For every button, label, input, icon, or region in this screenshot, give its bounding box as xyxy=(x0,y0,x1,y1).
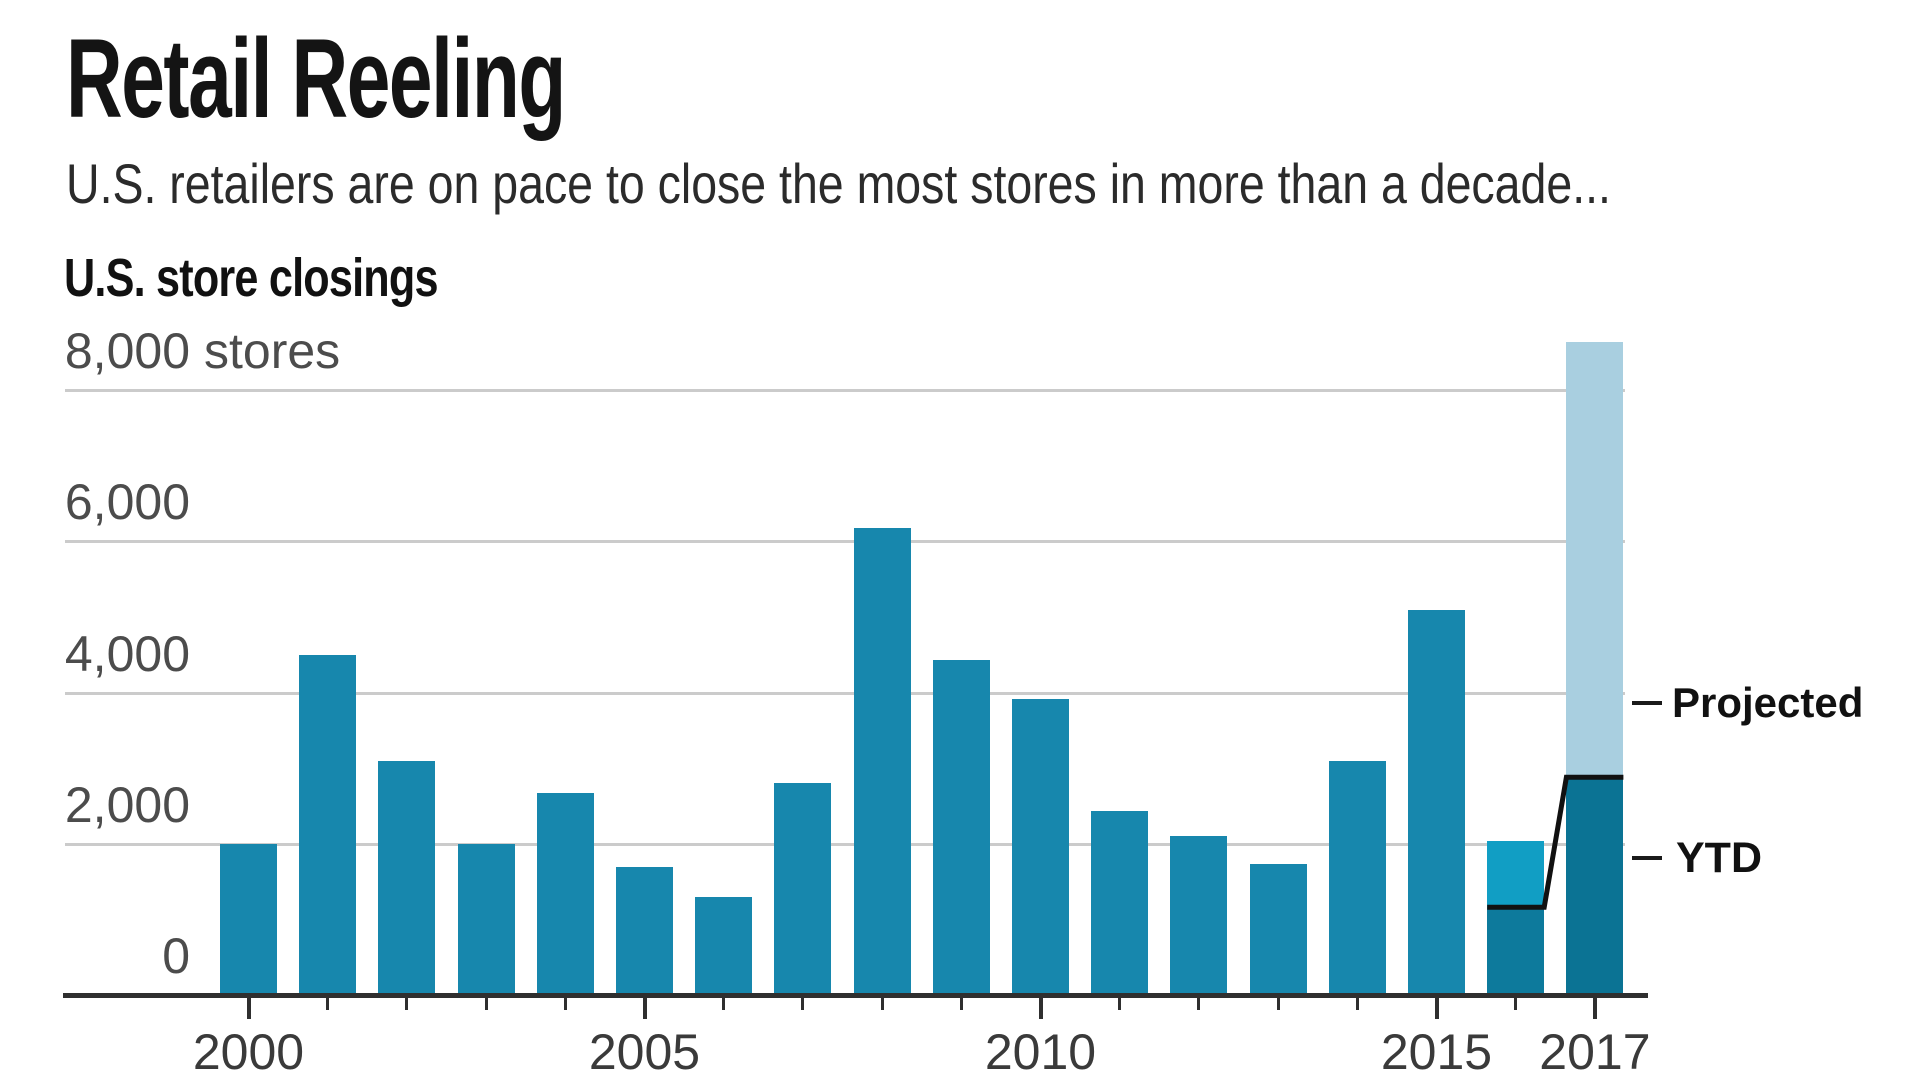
bar-2013 xyxy=(1249,864,1307,995)
y-axis-label-6000: 6,000 xyxy=(64,474,190,531)
page-subtitle: U.S. retailers are on pace to close the … xyxy=(66,152,1611,215)
bar-2010 xyxy=(1012,699,1069,995)
bar-2014 xyxy=(1328,761,1386,995)
bar-2012 xyxy=(1170,836,1228,995)
bar-2008 xyxy=(853,528,911,995)
y-axis-label-0: 0 xyxy=(162,928,190,984)
gridline-6000 xyxy=(65,540,1625,544)
x-axis-tick-2006 xyxy=(722,998,726,1010)
bar-2006 xyxy=(695,896,753,995)
x-axis-label-2017: 2017 xyxy=(1539,1024,1651,1080)
bar-2001 xyxy=(299,655,357,995)
x-axis-tick-2002 xyxy=(405,998,409,1010)
x-axis-tick-2000 xyxy=(246,998,251,1019)
projected-label: Projected xyxy=(1672,679,1864,726)
x-axis-tick-2003 xyxy=(484,998,488,1010)
bar-2009 xyxy=(932,659,990,995)
bar-2017-ytd-segment xyxy=(1566,777,1624,995)
x-axis-tick-2011 xyxy=(1118,998,1122,1010)
ytd-leader-line xyxy=(1632,856,1662,860)
y-axis-unit-label: stores xyxy=(204,323,341,379)
x-axis-tick-2017 xyxy=(1592,998,1597,1019)
gridline-4000 xyxy=(65,691,1625,695)
x-axis xyxy=(63,993,1648,998)
y-axis-label-2000: 2,000 xyxy=(64,776,190,833)
x-axis-tick-2012 xyxy=(1197,998,1201,1010)
bar-2004 xyxy=(536,793,594,995)
bar-2016-lower-ytd-period xyxy=(1487,907,1545,995)
x-axis-label-2000: 2000 xyxy=(192,1024,305,1080)
bar-2005 xyxy=(616,867,673,995)
bar-2003 xyxy=(457,843,515,995)
x-axis-label-2005: 2005 xyxy=(588,1024,701,1080)
bar-2007 xyxy=(774,783,832,995)
x-axis-tick-2009 xyxy=(959,998,963,1010)
ytd-label: YTD xyxy=(1676,834,1762,882)
y-axis-label-4000: 4,000 xyxy=(64,625,190,682)
bar-2015 xyxy=(1408,610,1465,995)
bar-2000 xyxy=(220,843,277,995)
projected-leader-line xyxy=(1632,701,1662,705)
x-axis-tick-2004 xyxy=(563,998,567,1010)
chart-section-title: U.S. store closings xyxy=(64,248,439,308)
gridline-2000 xyxy=(65,842,1625,846)
x-axis-label-2010: 2010 xyxy=(984,1024,1097,1080)
x-axis-tick-2015 xyxy=(1434,998,1439,1019)
x-axis-tick-2014 xyxy=(1355,998,1359,1010)
bar-2011 xyxy=(1091,811,1149,995)
x-axis-tick-2010 xyxy=(1038,998,1043,1019)
x-axis-tick-2005 xyxy=(642,998,647,1019)
x-axis-label-2015: 2015 xyxy=(1380,1024,1493,1080)
gridline-8000 xyxy=(65,389,1625,392)
x-axis-tick-2016 xyxy=(1514,998,1518,1010)
x-axis-tick-2001 xyxy=(326,998,330,1010)
y-axis-label-8000: 8,000 xyxy=(64,323,190,379)
bar-2002 xyxy=(378,761,436,995)
x-axis-tick-2007 xyxy=(801,998,805,1010)
x-axis-tick-2008 xyxy=(880,998,884,1010)
x-axis-tick-2013 xyxy=(1276,998,1280,1010)
page-title: Retail Reeling xyxy=(66,16,566,141)
bar-2016-upper xyxy=(1487,840,1545,908)
bar-2017-projected-segment xyxy=(1566,341,1624,778)
